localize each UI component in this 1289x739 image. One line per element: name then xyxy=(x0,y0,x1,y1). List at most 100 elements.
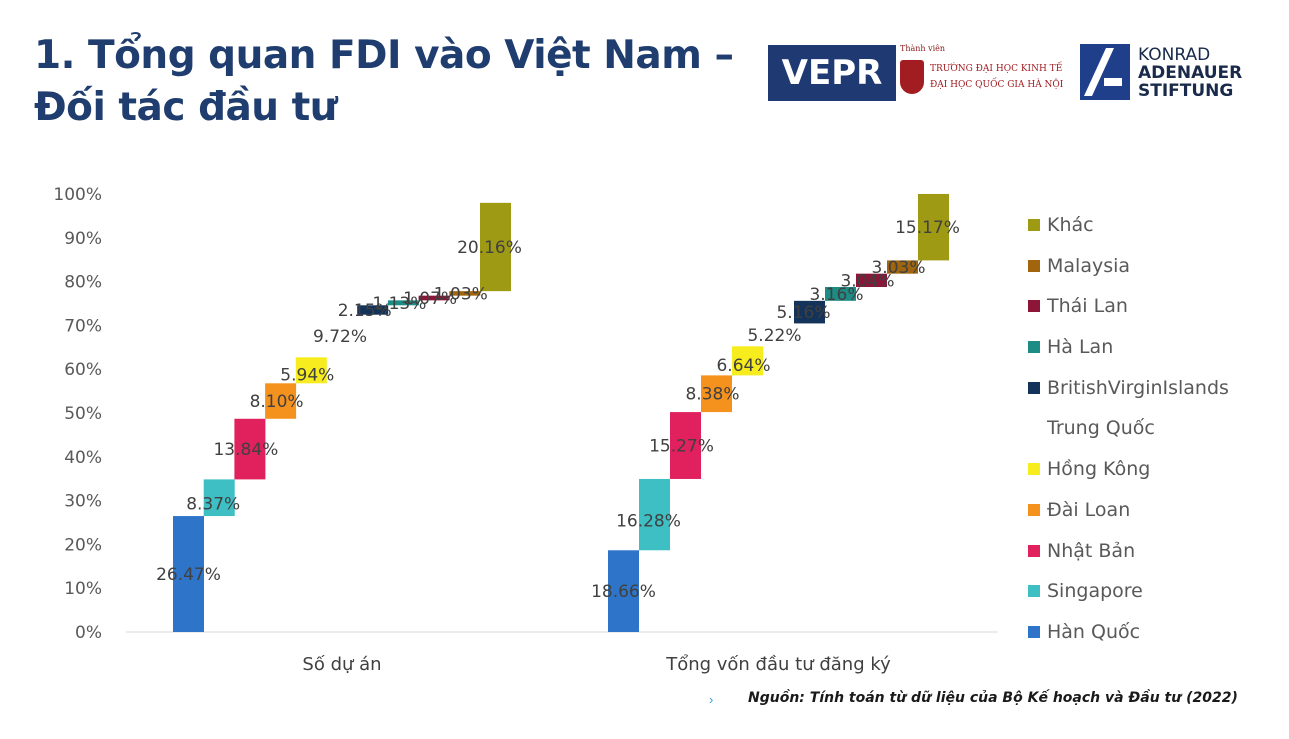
legend-swatch xyxy=(1028,625,1040,638)
y-tick-label: 10% xyxy=(64,579,102,599)
ueb-seal-icon xyxy=(900,60,924,94)
legend-item: Hồng Kông xyxy=(1028,449,1278,490)
data-label: 1.13% xyxy=(372,294,426,314)
legend-item: Singapore xyxy=(1028,571,1278,612)
data-label: 8.37% xyxy=(186,495,240,515)
legend-item: Hà Lan xyxy=(1028,327,1278,368)
bar-segment xyxy=(449,291,481,296)
vepr-logo: VEPR xyxy=(768,45,896,101)
legend-label: Hàn Quốc xyxy=(1047,620,1141,643)
legend-swatch xyxy=(1028,300,1040,313)
bar-segment xyxy=(608,550,639,632)
ueb-logo: Thành viên TRƯỜNG ĐẠI HỌC KINH TẾ ĐẠI HỌ… xyxy=(900,44,1082,104)
bar-segment xyxy=(387,300,419,306)
bar-segment xyxy=(480,202,511,292)
category-label: Số dự án xyxy=(302,654,381,675)
bar-segment xyxy=(887,260,918,274)
legend-swatch xyxy=(1028,503,1040,516)
legend-label: Khác xyxy=(1047,214,1094,236)
bar-segment xyxy=(670,412,701,479)
data-label: 2.15% xyxy=(338,301,392,321)
bar-segment xyxy=(732,346,763,376)
data-label: 1.07% xyxy=(403,289,457,309)
legend-label: Hồng Kông xyxy=(1047,458,1151,481)
legend-label: Trung Quốc xyxy=(1047,417,1155,440)
legend-swatch xyxy=(1028,219,1040,231)
bar-segment xyxy=(265,383,297,419)
legend-label: Nhật Bản xyxy=(1047,539,1136,562)
data-label: 18.66% xyxy=(591,582,656,602)
legend-swatch xyxy=(1028,544,1040,557)
legend-item: Nhật Bản xyxy=(1028,531,1278,572)
bar-segment xyxy=(825,286,856,301)
legend-swatch xyxy=(1028,259,1040,272)
data-label: 6.64% xyxy=(716,356,770,376)
kas-line1: KONRAD xyxy=(1138,45,1211,65)
ueb-line2: ĐẠI HỌC QUỐC GIA HÀ NỘI xyxy=(930,80,1064,90)
y-tick-label: 60% xyxy=(64,360,102,380)
data-label: 3.03% xyxy=(871,258,925,278)
bar-segment xyxy=(418,295,450,301)
legend-item: Hàn Quốc xyxy=(1028,612,1278,653)
bar-segment xyxy=(326,314,358,358)
legend-swatch xyxy=(1028,585,1040,598)
kas-mark-icon xyxy=(1080,44,1130,100)
data-label: 20.16% xyxy=(457,238,522,258)
ueb-member-tag: Thành viên xyxy=(900,44,946,53)
legend-swatch xyxy=(1028,422,1040,435)
legend-label: Đài Loan xyxy=(1047,498,1131,521)
y-tick-label: 50% xyxy=(64,404,102,424)
data-label: 16.28% xyxy=(616,512,681,532)
y-tick-label: 20% xyxy=(64,535,102,555)
bar-segment xyxy=(701,375,732,413)
legend-label: Singapore xyxy=(1047,580,1143,603)
legend-label: Thái Lan xyxy=(1047,295,1128,318)
legend-item: Thái Lan xyxy=(1028,286,1278,327)
legend-label: Malaysia xyxy=(1047,254,1131,277)
bar-segment xyxy=(357,305,389,315)
y-tick-label: 70% xyxy=(64,316,102,336)
bar-segment xyxy=(234,418,266,480)
data-label: 15.27% xyxy=(649,437,714,457)
y-tick-label: 90% xyxy=(64,229,102,249)
bar-segment xyxy=(173,516,204,632)
legend-item: Khác xyxy=(1028,205,1278,246)
vepr-logo-text: VEPR xyxy=(781,53,883,93)
data-label: 5.16% xyxy=(776,303,830,323)
chart-legend: Khác Malaysia Thái Lan Hà Lan BritishVirginI… xyxy=(1028,205,1278,653)
data-label: 5.94% xyxy=(280,365,334,385)
y-tick-label: 40% xyxy=(64,448,102,468)
data-label: 5.22% xyxy=(747,326,801,346)
y-tick-label: 30% xyxy=(64,492,102,512)
y-tick-label: 0% xyxy=(75,623,102,643)
category-label: Tổng vốn đầu tư đăng ký xyxy=(665,654,891,675)
legend-item: BritishVirginIslands xyxy=(1028,368,1278,409)
bar-segment xyxy=(203,479,235,517)
bar-segment xyxy=(763,323,794,347)
bar-segment xyxy=(918,193,949,261)
kas-line3: STIFTUNG xyxy=(1138,81,1234,101)
legend-swatch xyxy=(1028,381,1040,394)
data-label: 9.72% xyxy=(313,327,367,347)
chevron-right-icon: › xyxy=(709,692,714,707)
slide-title-line1: 1. Tổng quan FDI vào Việt Nam – xyxy=(34,33,734,78)
data-label: 13.84% xyxy=(213,440,278,460)
partner-logos: VEPR Thành viên TRƯỜNG ĐẠI HỌC KINH TẾ Đ… xyxy=(768,40,1268,110)
slide-title-line2: Đối tác đầu tư xyxy=(34,85,338,130)
slide-title: 1. Tổng quan FDI vào Việt Nam – Đối tác … xyxy=(34,30,734,134)
bar-segment xyxy=(295,357,327,384)
legend-item: Trung Quốc xyxy=(1028,408,1278,449)
bar-segment xyxy=(639,478,670,551)
legend-label: BritishVirginIslands xyxy=(1047,376,1229,399)
data-label: 26.47% xyxy=(156,565,221,585)
data-label: 3.16% xyxy=(809,285,863,305)
data-label: 8.10% xyxy=(250,392,304,412)
legend-item: Malaysia xyxy=(1028,246,1278,287)
legend-item: Đài Loan xyxy=(1028,490,1278,531)
bar-segment xyxy=(794,300,825,324)
y-tick-label: 100% xyxy=(53,185,102,205)
data-label: 1.03% xyxy=(434,284,488,304)
bar-segment xyxy=(856,273,887,287)
y-tick-label: 80% xyxy=(64,273,102,293)
